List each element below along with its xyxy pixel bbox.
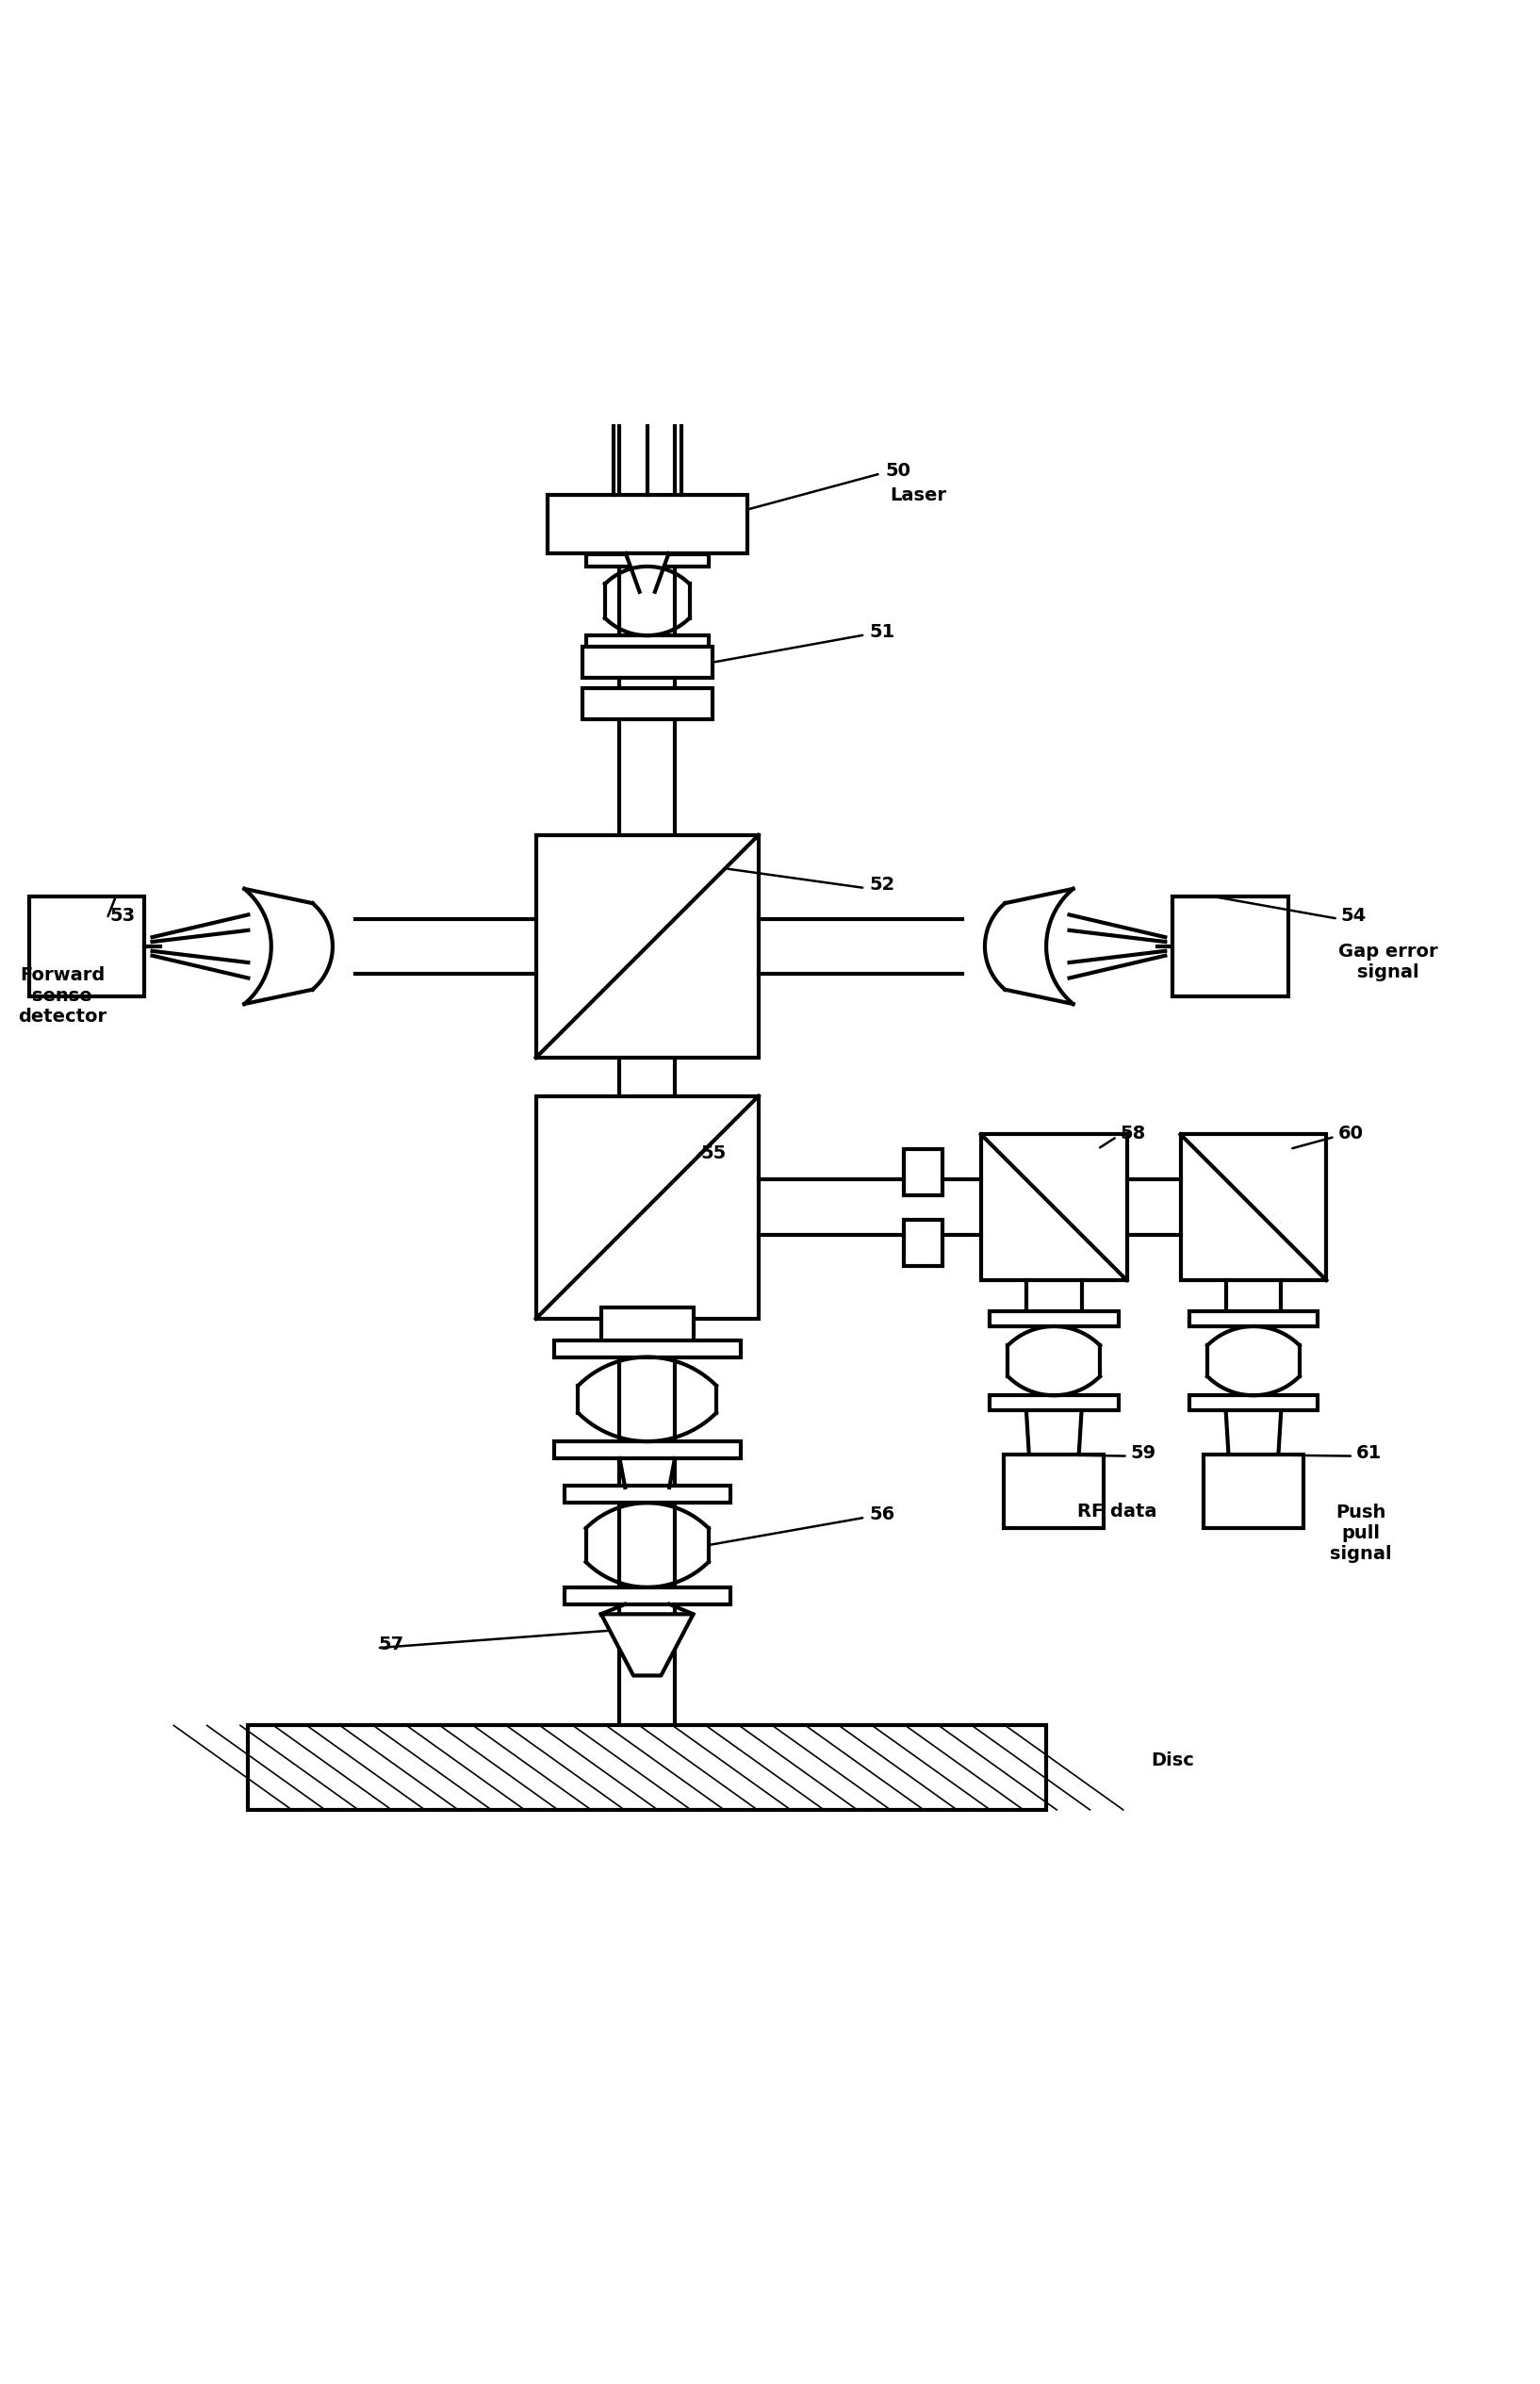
Polygon shape: [601, 1614, 693, 1676]
Bar: [904, 1221, 942, 1266]
Bar: [564, 1588, 730, 1604]
Bar: [582, 689, 713, 720]
Bar: [536, 834, 759, 1058]
Text: Forward
sense
detector: Forward sense detector: [18, 966, 106, 1025]
Text: Laser: Laser: [890, 486, 946, 503]
Text: 61: 61: [1357, 1445, 1381, 1461]
Bar: [990, 1311, 1118, 1326]
Text: 56: 56: [870, 1504, 895, 1523]
Text: 53: 53: [109, 906, 136, 925]
Text: 51: 51: [870, 622, 895, 641]
Bar: [554, 1442, 741, 1459]
Bar: [587, 553, 708, 567]
Bar: [547, 496, 747, 553]
Bar: [587, 637, 708, 648]
Bar: [554, 1340, 741, 1356]
Text: Push
pull
signal: Push pull signal: [1331, 1502, 1392, 1562]
Bar: [582, 646, 713, 677]
Text: 57: 57: [379, 1635, 403, 1654]
Text: 54: 54: [1341, 906, 1366, 925]
Text: 52: 52: [870, 875, 895, 894]
Bar: [248, 1726, 1046, 1809]
Polygon shape: [625, 553, 668, 591]
Bar: [1204, 1454, 1303, 1528]
Bar: [564, 1485, 730, 1502]
Bar: [1189, 1311, 1318, 1326]
Text: RF data: RF data: [1076, 1502, 1157, 1521]
Text: Disc: Disc: [1150, 1750, 1194, 1769]
Bar: [990, 1395, 1118, 1411]
Bar: [1173, 896, 1287, 997]
Bar: [29, 896, 145, 997]
Text: 59: 59: [1130, 1445, 1157, 1461]
Bar: [1181, 1135, 1326, 1280]
Bar: [981, 1135, 1127, 1280]
Text: Gap error
signal: Gap error signal: [1338, 942, 1437, 982]
Text: 55: 55: [701, 1144, 727, 1163]
Bar: [1189, 1395, 1318, 1411]
Bar: [1004, 1454, 1104, 1528]
Bar: [904, 1149, 942, 1194]
Text: 60: 60: [1338, 1125, 1363, 1142]
Bar: [536, 1097, 759, 1318]
Text: 50: 50: [886, 462, 910, 479]
Bar: [601, 1306, 693, 1354]
Text: 58: 58: [1120, 1125, 1146, 1142]
